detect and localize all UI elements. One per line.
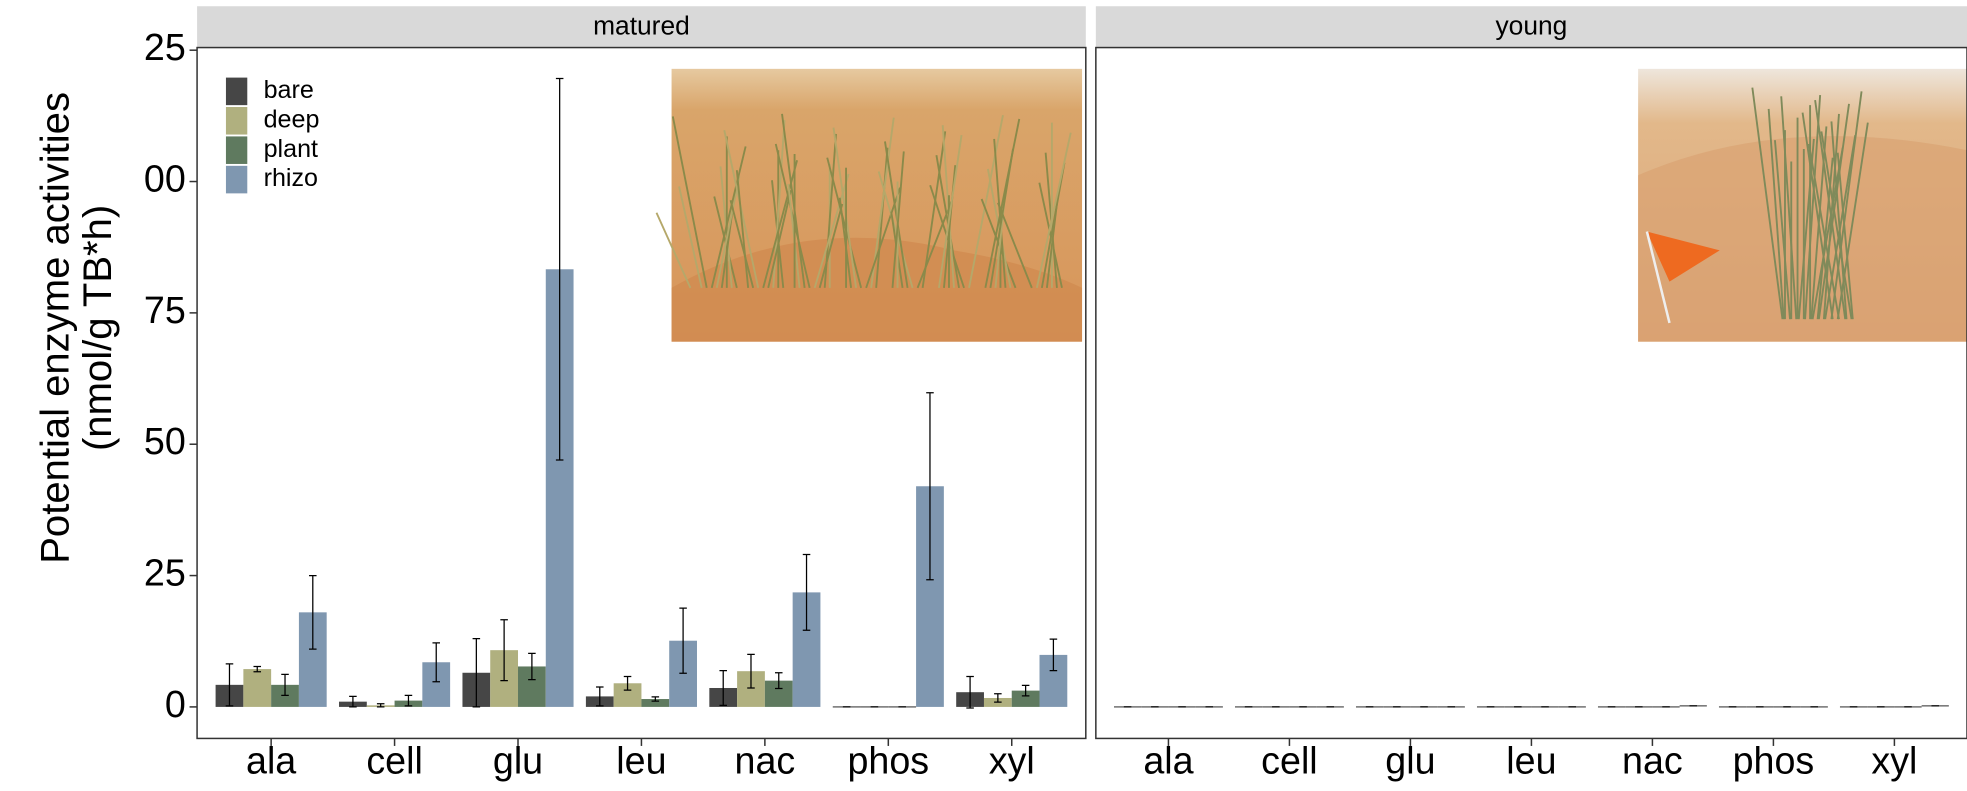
x-tick-label: leu [1506,739,1556,781]
y-tick-label: 50 [144,420,186,462]
legend-swatch [226,166,247,194]
x-tick-label: nac [1622,739,1683,781]
bar [243,669,271,707]
error-bar [377,704,385,707]
y-tick-label: 0 [165,683,186,725]
y-tick-label: 25 [144,26,186,68]
legend-label: plant [264,135,318,163]
chart: Potential enzyme activities (nmol/g TB*h… [0,0,1967,791]
legend-label: bare [264,76,314,104]
y-axis-title: (nmol/g TB*h) [76,205,120,451]
dune [1638,136,1967,342]
x-tick-label: ala [246,739,296,781]
legend-swatch [226,107,247,135]
page: {"chart_data": {"type": "bar", "y_label"… [0,0,1967,791]
x-tick-label: xyl [989,739,1035,781]
x-tick-label: glu [493,739,543,781]
x-tick-label: glu [1385,739,1435,781]
facet-title: young [1496,11,1568,41]
x-tick-label: cell [366,739,423,781]
x-tick-label: phos [847,739,929,781]
legend-label: rhizo [264,164,318,192]
facet-title: matured [593,11,690,41]
legend-swatch [226,136,247,164]
y-tick-label: 25 [144,552,186,594]
legend-label: deep [264,105,320,133]
y-tick-label: 00 [144,158,186,200]
y-tick-label: 75 [144,289,186,331]
photo [657,69,1083,342]
y-axis-title: Potential enzyme activities [33,92,77,564]
photo [1638,69,1967,342]
x-tick-label: leu [616,739,666,781]
x-tick-label: cell [1261,739,1318,781]
x-tick-label: ala [1143,739,1193,781]
x-tick-label: nac [735,739,796,781]
legend-swatch [226,78,247,106]
x-tick-label: phos [1733,739,1815,781]
x-tick-label: xyl [1871,739,1917,781]
